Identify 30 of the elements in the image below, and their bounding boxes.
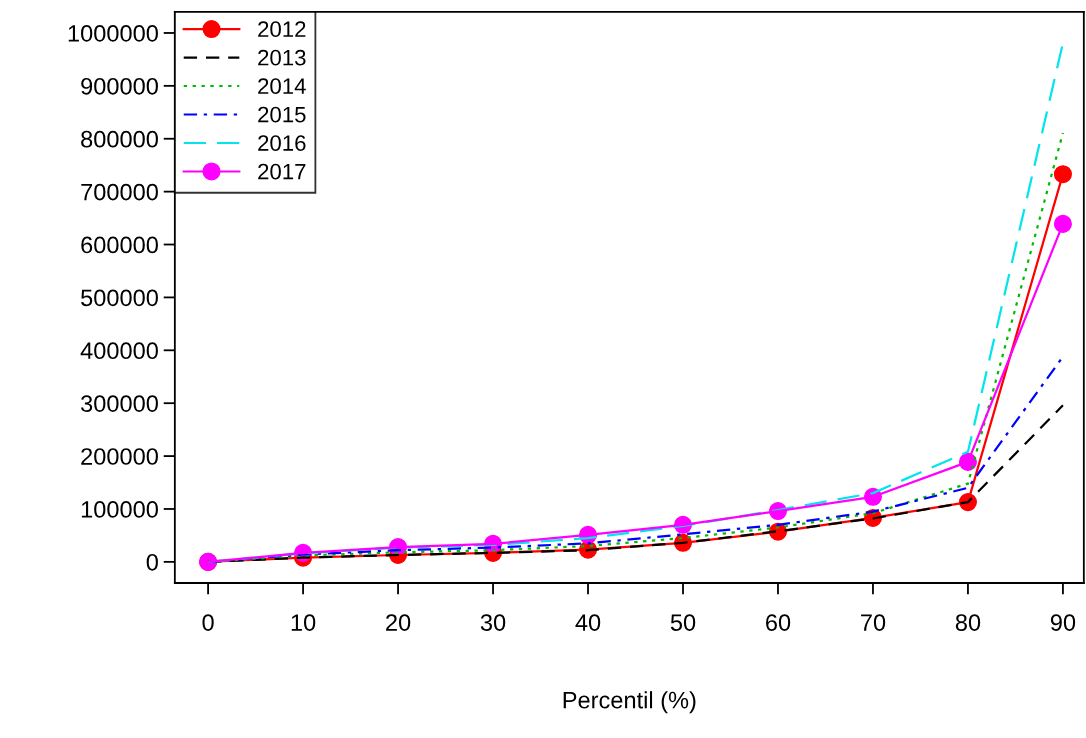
legend-label: 2013 [258,49,306,66]
y-tick-label: 700000 [81,183,158,201]
x-axis-title: Percentil (%) [563,691,696,714]
x-tick-label: 90 [1050,614,1076,631]
point [1053,165,1072,184]
x-tick-label: 10 [291,614,316,631]
x-tick-label: 50 [670,614,696,631]
y-tick-label: 0 [146,553,158,571]
legend-label: 2012 [258,21,306,38]
y-tick-label: 400000 [80,342,158,360]
x-tick-label: 70 [861,614,886,631]
legend-label: 2017 [258,163,306,180]
point [1053,214,1072,233]
x-tick-label: 80 [955,614,981,631]
x-tick-label: 0 [202,614,214,631]
y-tick-label: 100000 [81,501,158,518]
x-tick-label: 60 [766,614,791,631]
y-tick-label: 1000000 [68,25,158,42]
x-tick-label: 20 [386,614,411,631]
y-tick-label: 600000 [81,236,158,254]
y-tick-label: 200000 [81,448,158,465]
legend-label: 2014 [258,78,306,95]
y-tick-label: 500000 [81,289,158,307]
y-tick-label: 800000 [81,130,158,148]
legend-label: 2015 [258,106,306,123]
y-tick-label: 900000 [81,77,158,95]
y-tick-label: 300000 [80,395,158,412]
legend-label: 2016 [258,135,306,151]
x-tick-label: 40 [575,614,601,631]
x-tick-label: 30 [480,614,506,631]
